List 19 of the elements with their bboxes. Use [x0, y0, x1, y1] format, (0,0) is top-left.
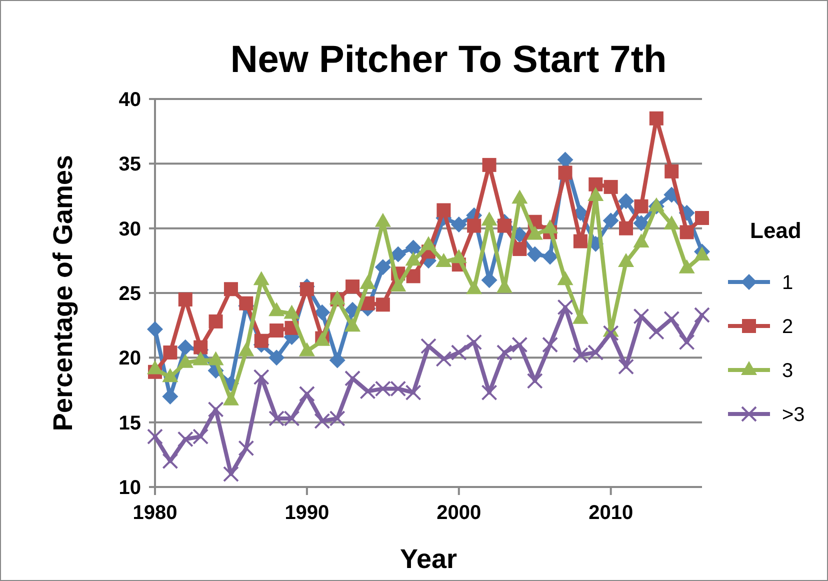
- legend-label: >3: [782, 404, 805, 426]
- legend-title: Lead: [750, 218, 802, 243]
- y-tick-label: 15: [118, 412, 141, 434]
- x-axis-title: Year: [400, 544, 458, 574]
- y-tick-label: 25: [118, 283, 141, 305]
- x-tick-label: 2000: [436, 502, 482, 524]
- legend-label: 2: [782, 316, 794, 338]
- x-tick-label: 1990: [284, 502, 330, 524]
- y-tick-label: 30: [118, 218, 141, 240]
- y-tick-label: 20: [118, 348, 141, 370]
- legend-label: 3: [782, 360, 794, 382]
- y-tick-label: 40: [118, 89, 141, 111]
- y-tick-label: 10: [118, 477, 141, 499]
- y-tick-label: 35: [118, 154, 141, 176]
- chart-title: New Pitcher To Start 7th: [230, 39, 667, 81]
- x-tick-label: 2010: [588, 502, 634, 524]
- x-tick-label: 1980: [132, 502, 178, 524]
- legend-label: 1: [782, 272, 794, 294]
- y-axis-title: Percentage of Games: [48, 154, 78, 432]
